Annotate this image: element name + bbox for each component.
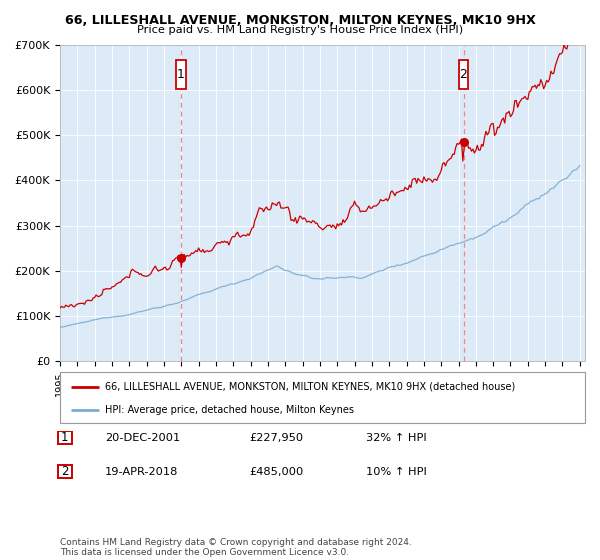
Text: 10% ↑ HPI: 10% ↑ HPI	[366, 466, 427, 477]
Text: Contains HM Land Registry data © Crown copyright and database right 2024.
This d: Contains HM Land Registry data © Crown c…	[60, 538, 412, 557]
Text: 2: 2	[61, 465, 68, 478]
Text: 66, LILLESHALL AVENUE, MONKSTON, MILTON KEYNES, MK10 9HX (detached house): 66, LILLESHALL AVENUE, MONKSTON, MILTON …	[104, 381, 515, 391]
Text: 19-APR-2018: 19-APR-2018	[105, 466, 178, 477]
Text: 66, LILLESHALL AVENUE, MONKSTON, MILTON KEYNES, MK10 9HX: 66, LILLESHALL AVENUE, MONKSTON, MILTON …	[65, 14, 535, 27]
Text: 1: 1	[177, 68, 185, 81]
Text: Price paid vs. HM Land Registry's House Price Index (HPI): Price paid vs. HM Land Registry's House …	[137, 25, 463, 35]
Text: 20-DEC-2001: 20-DEC-2001	[105, 433, 180, 443]
Text: HPI: Average price, detached house, Milton Keynes: HPI: Average price, detached house, Milt…	[104, 405, 353, 415]
FancyBboxPatch shape	[58, 465, 72, 478]
Text: £485,000: £485,000	[249, 466, 303, 477]
Text: 1: 1	[61, 431, 68, 445]
Text: 32% ↑ HPI: 32% ↑ HPI	[366, 433, 427, 443]
FancyBboxPatch shape	[458, 60, 469, 88]
Text: £227,950: £227,950	[249, 433, 303, 443]
FancyBboxPatch shape	[60, 372, 585, 423]
FancyBboxPatch shape	[58, 431, 72, 445]
FancyBboxPatch shape	[176, 60, 185, 88]
Text: 2: 2	[460, 68, 467, 81]
